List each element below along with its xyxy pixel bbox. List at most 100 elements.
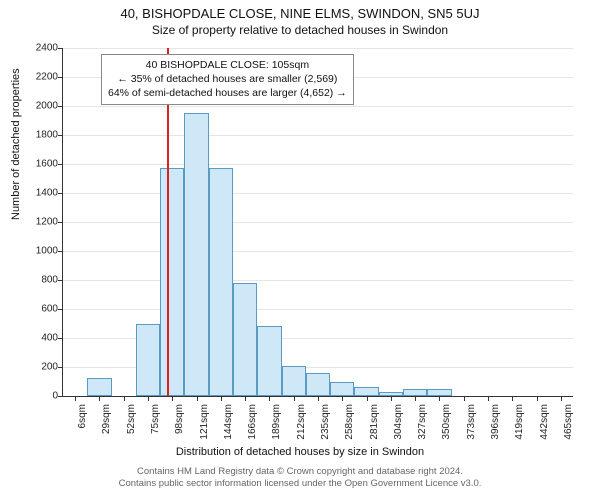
ytick-label: 400 — [2, 333, 58, 344]
ytick-mark — [58, 309, 63, 310]
xtick-mark — [75, 396, 76, 401]
xtick-mark — [367, 396, 368, 401]
xtick-label: 350sqm — [441, 404, 452, 440]
footer-line2: Contains public sector information licen… — [0, 478, 600, 490]
ytick-mark — [58, 48, 63, 49]
ytick-mark — [58, 367, 63, 368]
xtick-label: 52sqm — [126, 404, 137, 434]
ytick-label: 200 — [2, 362, 58, 373]
histogram-bar — [306, 373, 330, 396]
histogram-bar — [209, 168, 233, 396]
xtick-label: 75sqm — [150, 404, 161, 434]
xtick-label: 121sqm — [199, 404, 210, 440]
xtick-mark — [245, 396, 246, 401]
histogram-bar — [257, 326, 281, 396]
xtick-mark — [269, 396, 270, 401]
ytick-label: 600 — [2, 304, 58, 315]
xtick-label: 212sqm — [296, 404, 307, 440]
xtick-mark — [512, 396, 513, 401]
gridline — [63, 106, 573, 107]
ytick-mark — [58, 222, 63, 223]
annotation-box: 40 BISHOPDALE CLOSE: 105sqm ← 35% of det… — [101, 54, 354, 105]
xtick-mark — [99, 396, 100, 401]
page-title: 40, BISHOPDALE CLOSE, NINE ELMS, SWINDON… — [0, 0, 600, 21]
ytick-label: 2000 — [2, 101, 58, 112]
xtick-label: 6sqm — [77, 404, 88, 428]
xtick-label: 258sqm — [344, 404, 355, 440]
gridline — [63, 135, 573, 136]
ytick-mark — [58, 396, 63, 397]
xtick-label: 189sqm — [271, 404, 282, 440]
ytick-mark — [58, 106, 63, 107]
gridline — [63, 280, 573, 281]
xtick-mark — [464, 396, 465, 401]
xtick-mark — [439, 396, 440, 401]
xtick-label: 281sqm — [369, 404, 380, 440]
xtick-mark — [124, 396, 125, 401]
histogram-bar — [282, 366, 306, 396]
xtick-label: 98sqm — [174, 404, 185, 434]
xtick-mark — [561, 396, 562, 401]
histogram-bar — [354, 387, 378, 396]
ytick-label: 1000 — [2, 246, 58, 257]
ytick-mark — [58, 251, 63, 252]
histogram-bar — [136, 324, 160, 397]
xtick-mark — [294, 396, 295, 401]
x-axis-label: Distribution of detached houses by size … — [0, 446, 600, 458]
xtick-label: 465sqm — [563, 404, 574, 440]
ytick-label: 1400 — [2, 188, 58, 199]
ytick-mark — [58, 164, 63, 165]
footer: Contains HM Land Registry data © Crown c… — [0, 466, 600, 491]
xtick-mark — [221, 396, 222, 401]
page-subtitle: Size of property relative to detached ho… — [0, 21, 600, 37]
xtick-mark — [391, 396, 392, 401]
ytick-mark — [58, 338, 63, 339]
xtick-mark — [197, 396, 198, 401]
histogram-bar — [87, 378, 111, 396]
xtick-label: 29sqm — [101, 404, 112, 434]
ytick-label: 800 — [2, 275, 58, 286]
gridline — [63, 251, 573, 252]
ytick-label: 1800 — [2, 130, 58, 141]
xtick-mark — [488, 396, 489, 401]
ytick-label: 2400 — [2, 43, 58, 54]
xtick-mark — [415, 396, 416, 401]
gridline — [63, 309, 573, 310]
ytick-mark — [58, 77, 63, 78]
histogram-bar — [160, 168, 184, 396]
ytick-label: 1200 — [2, 217, 58, 228]
histogram-bar — [330, 382, 354, 397]
gridline — [63, 164, 573, 165]
xtick-label: 327sqm — [417, 404, 428, 440]
xtick-label: 442sqm — [539, 404, 550, 440]
annotation-line2: ← 35% of detached houses are smaller (2,… — [108, 72, 347, 86]
xtick-label: 235sqm — [320, 404, 331, 440]
gridline — [63, 48, 573, 49]
ytick-label: 0 — [2, 391, 58, 402]
chart-container: 40, BISHOPDALE CLOSE, NINE ELMS, SWINDON… — [0, 0, 600, 500]
xtick-mark — [342, 396, 343, 401]
xtick-label: 373sqm — [466, 404, 477, 440]
xtick-mark — [318, 396, 319, 401]
xtick-mark — [537, 396, 538, 401]
ytick-mark — [58, 135, 63, 136]
ytick-label: 2200 — [2, 72, 58, 83]
plot-area: 40 BISHOPDALE CLOSE: 105sqm ← 35% of det… — [62, 48, 573, 397]
annotation-line3: 64% of semi-detached houses are larger (… — [108, 86, 347, 100]
histogram-bar — [184, 113, 208, 396]
xtick-label: 144sqm — [223, 404, 234, 440]
xtick-label: 166sqm — [247, 404, 258, 440]
histogram-bar — [233, 283, 257, 396]
gridline — [63, 193, 573, 194]
annotation-line1: 40 BISHOPDALE CLOSE: 105sqm — [108, 58, 347, 72]
ytick-label: 1600 — [2, 159, 58, 170]
ytick-mark — [58, 193, 63, 194]
xtick-mark — [148, 396, 149, 401]
xtick-mark — [172, 396, 173, 401]
xtick-label: 396sqm — [490, 404, 501, 440]
footer-line1: Contains HM Land Registry data © Crown c… — [0, 466, 600, 478]
xtick-label: 304sqm — [393, 404, 404, 440]
xtick-label: 419sqm — [514, 404, 525, 440]
gridline — [63, 222, 573, 223]
ytick-mark — [58, 280, 63, 281]
